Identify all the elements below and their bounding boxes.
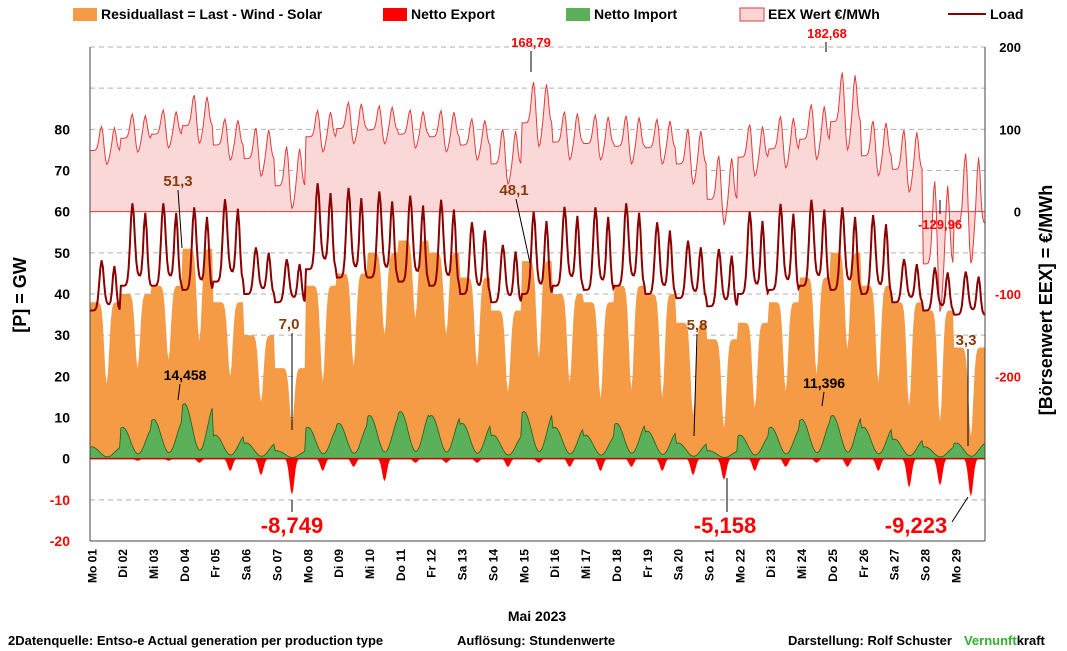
axis-titles: Mai 2023 [P] = GW [Börsenwert EEX] = €/MWh	[10, 185, 1056, 624]
legend-swatch	[566, 8, 590, 21]
annotation-label: 14,458	[164, 367, 207, 383]
x-tick: Do 11	[394, 549, 408, 581]
x-tick: Di 16	[548, 549, 562, 578]
annotation-leader	[693, 333, 698, 437]
legend: Residuallast = Last - Wind - Solar Netto …	[73, 6, 1023, 22]
y-tick-right: 200	[999, 40, 1021, 55]
y-tick-left: -20	[50, 533, 70, 549]
axes	[89, 47, 986, 542]
x-tick: Mo 01	[85, 549, 99, 583]
x-tick: So 21	[702, 549, 716, 581]
annotation-leader	[177, 189, 183, 249]
footer-author-text: Darstellung: Rolf Schuster	[788, 633, 952, 648]
x-tick: Mi 03	[147, 549, 161, 579]
x-tick: Mo 08	[301, 549, 315, 583]
y-tick-left: 50	[54, 245, 70, 261]
y-tick-left: 30	[54, 327, 70, 343]
annotation-leader	[951, 496, 969, 523]
x-axis-title: Mai 2023	[508, 608, 567, 624]
y-tick-left: 10	[54, 410, 70, 426]
x-tick: Fr 12	[425, 549, 439, 578]
y-tick-right: 100	[999, 122, 1021, 137]
legend-swatch	[739, 7, 765, 22]
annotation-label: 182,68	[807, 26, 847, 41]
annotation-label: -5,158	[694, 513, 756, 538]
x-tick: Sa 06	[240, 549, 254, 581]
y-tick-left: 70	[54, 163, 70, 179]
x-tick: So 07	[270, 549, 284, 581]
annotation-label: 7,0	[279, 316, 300, 333]
y-tick-left: 0	[62, 451, 70, 467]
legend-label: Load	[990, 6, 1023, 22]
residuallast-fill	[90, 240, 985, 459]
legend-swatch	[383, 8, 407, 21]
legend-label: Residuallast = Last - Wind - Solar	[101, 6, 323, 22]
x-tick: Di 09	[332, 549, 346, 578]
annotation-label: 48,1	[499, 182, 528, 199]
export-fill	[90, 458, 985, 497]
legend-swatch	[73, 8, 97, 21]
x-tick: Mo 22	[733, 549, 747, 583]
x-tick: Do 04	[178, 549, 192, 582]
x-tick: Do 18	[610, 549, 624, 582]
y-tick-right: 0	[1014, 205, 1021, 220]
x-tick: Do 25	[826, 549, 840, 582]
y-tick-left: 80	[54, 121, 70, 137]
annotation-label: -9,223	[885, 513, 947, 538]
annotation-label: 168,79	[511, 35, 551, 50]
x-tick: Fr 19	[641, 549, 655, 578]
brand-kraft: kraft	[1016, 633, 1045, 648]
y-tick-right: -100	[995, 287, 1021, 302]
y-axis-right-title: [Börsenwert EEX] = €/MWh	[1036, 185, 1056, 416]
annotation-label: -129,96	[918, 217, 962, 232]
legend-label: Netto Export	[411, 6, 495, 22]
y-tick-left: 20	[54, 368, 70, 384]
x-tick: Mi 24	[795, 549, 809, 579]
import-fill	[89, 403, 986, 460]
eex-line	[90, 72, 986, 312]
load-path	[90, 183, 986, 316]
x-tick: Fr 26	[857, 549, 871, 578]
y-tick-right: -200	[995, 369, 1021, 384]
footer-source: 2Datenquelle: Entso-e Actual generation …	[8, 633, 384, 648]
x-tick: Mo 29	[949, 549, 963, 583]
y-tick-left: 60	[54, 204, 70, 220]
annotation-label: -8,749	[261, 513, 323, 538]
x-tick: Di 02	[116, 549, 130, 578]
annotation-label: 5,8	[687, 317, 708, 334]
x-tick: Mi 17	[579, 549, 593, 579]
footer-resolution: Auflösung: Stundenwerte	[457, 633, 616, 648]
x-tick: Sa 13	[456, 549, 470, 581]
load-line	[90, 183, 986, 316]
y-axis-left-title: [P] = GW	[10, 257, 30, 333]
footer-author: Darstellung: Rolf Schuster Vernunftkraft	[788, 633, 1045, 648]
annotations: 51,3 48,1 7,0 5,8 3,3 14,458 11,396 -8,749 -5,15…	[163, 26, 976, 538]
x-tick: Sa 27	[888, 549, 902, 581]
brand-vernunft: Vernunft	[963, 633, 1017, 648]
legend-label: EEX Wert €/MWh	[768, 6, 880, 22]
y-tick-left: 40	[54, 286, 70, 302]
x-tick: So 14	[486, 549, 500, 581]
x-tick: Di 23	[764, 549, 778, 578]
annotation-label: 11,396	[803, 375, 845, 391]
eex-area	[90, 72, 986, 312]
legend-label: Netto Import	[594, 6, 678, 22]
netto-export-area	[90, 457, 985, 497]
netto-import-area	[89, 403, 986, 460]
y-tick-left: -10	[50, 492, 70, 508]
tick-labels: -20-10010203040506070802001000-100-200Mo…	[50, 40, 1021, 583]
x-tick: Fr 05	[209, 549, 223, 578]
annotation-leader	[515, 198, 531, 264]
annotation-label: 51,3	[163, 173, 192, 190]
annotation-leader	[821, 391, 825, 407]
chart: -20-10010203040506070802001000-100-200Mo…	[10, 6, 1056, 624]
x-tick: Mo 15	[517, 549, 531, 583]
x-tick: Mi 10	[363, 549, 377, 579]
residuallast-area	[90, 240, 985, 459]
x-tick: Sa 20	[672, 549, 686, 581]
annotation-leader	[177, 383, 181, 401]
x-tick: So 28	[919, 549, 933, 581]
annotation-label: 3,3	[956, 332, 977, 349]
